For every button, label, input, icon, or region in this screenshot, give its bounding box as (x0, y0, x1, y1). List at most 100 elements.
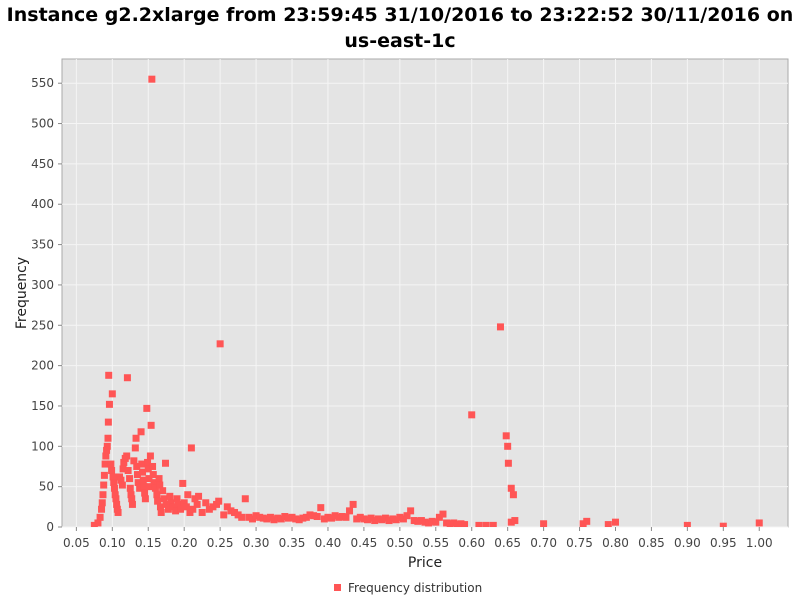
data-point (435, 513, 443, 521)
x-tick-label: 0.85 (638, 536, 665, 550)
data-point (113, 500, 121, 508)
data-point (324, 513, 332, 521)
data-point (385, 517, 393, 525)
data-point (683, 521, 691, 527)
data-point (220, 511, 228, 519)
y-tick-label: 150 (31, 399, 54, 413)
data-point (277, 515, 285, 523)
data-point (123, 374, 131, 382)
data-point (195, 492, 203, 500)
data-point (128, 495, 136, 503)
data-point (259, 514, 267, 522)
data-point (313, 513, 321, 521)
data-point (112, 495, 120, 503)
data-point (105, 400, 113, 408)
x-tick-label: 0.35 (279, 536, 306, 550)
data-point (124, 467, 132, 475)
data-point (335, 513, 343, 521)
data-point (169, 503, 177, 511)
legend-label: Frequency distribution (348, 581, 482, 595)
data-point (410, 517, 418, 525)
y-tick-label: 0 (46, 520, 54, 534)
data-point (117, 476, 125, 484)
data-point (149, 462, 157, 470)
y-axis: 0 50 100 150 200 250 300 350 400 450 500 550 (31, 76, 62, 534)
data-point (399, 515, 407, 523)
data-point (502, 432, 510, 440)
data-point (227, 507, 235, 515)
data-point (346, 507, 354, 515)
data-point (453, 521, 461, 527)
y-axis-title: Frequency (14, 257, 30, 329)
data-point (417, 517, 425, 525)
x-tick-label: 0.60 (458, 536, 485, 550)
data-point (154, 497, 162, 505)
data-point (295, 516, 303, 524)
data-point (234, 511, 242, 519)
x-tick-label: 0.40 (315, 536, 342, 550)
data-point (331, 512, 339, 520)
legend-swatch (334, 584, 341, 591)
data-point (414, 517, 422, 525)
data-point (281, 513, 289, 521)
data-point (241, 495, 249, 503)
data-point (604, 521, 612, 527)
data-point (381, 514, 389, 522)
x-tick-label: 0.70 (530, 536, 557, 550)
data-point (407, 507, 415, 515)
chart-title-line-2: us-east-1c (344, 30, 456, 52)
data-point (120, 458, 128, 466)
x-tick-label: 0.65 (494, 536, 521, 550)
data-point (153, 491, 161, 499)
data-point (160, 495, 168, 503)
data-point (252, 512, 260, 520)
data-point (90, 521, 98, 527)
x-tick-label: 0.25 (207, 536, 234, 550)
data-point (428, 517, 436, 525)
data-point (99, 491, 107, 499)
data-point (378, 516, 386, 524)
data-point (162, 500, 170, 508)
data-point (139, 468, 147, 476)
data-point (119, 465, 127, 473)
data-point (144, 458, 152, 466)
x-tick-label: 0.45 (351, 536, 378, 550)
data-point (123, 452, 131, 460)
data-point (263, 515, 271, 523)
data-point (507, 484, 515, 492)
data-point (167, 499, 175, 507)
data-point (156, 481, 164, 489)
x-tick-label: 0.05 (63, 536, 90, 550)
data-point (215, 497, 223, 505)
chart-title-line-1: Instance g2.2xlarge from 23:59:45 31/10/… (6, 4, 794, 26)
x-tick-label: 0.30 (243, 536, 270, 550)
data-point (389, 515, 397, 523)
data-point (202, 499, 210, 507)
data-point (98, 505, 106, 513)
data-point (143, 404, 151, 412)
data-point (145, 475, 153, 483)
data-point (198, 508, 206, 516)
data-point (583, 517, 591, 525)
data-point (504, 459, 512, 467)
data-point (164, 505, 172, 513)
y-tick-label: 450 (31, 157, 54, 171)
data-point (719, 522, 727, 527)
data-point (511, 517, 519, 525)
data-point (256, 513, 264, 521)
data-point (392, 516, 400, 524)
y-tick-label: 250 (31, 318, 54, 332)
data-point (147, 421, 155, 429)
data-point (150, 479, 158, 487)
data-point (110, 484, 118, 492)
data-point (118, 481, 126, 489)
data-point (108, 467, 116, 475)
data-point (104, 418, 112, 426)
data-point (205, 505, 213, 513)
data-point (128, 500, 136, 508)
chart-title: Instance g2.2xlarge from 23:59:45 31/10/… (0, 2, 800, 54)
data-point (103, 442, 111, 450)
y-tick-label: 500 (31, 117, 54, 131)
data-point (306, 511, 314, 519)
